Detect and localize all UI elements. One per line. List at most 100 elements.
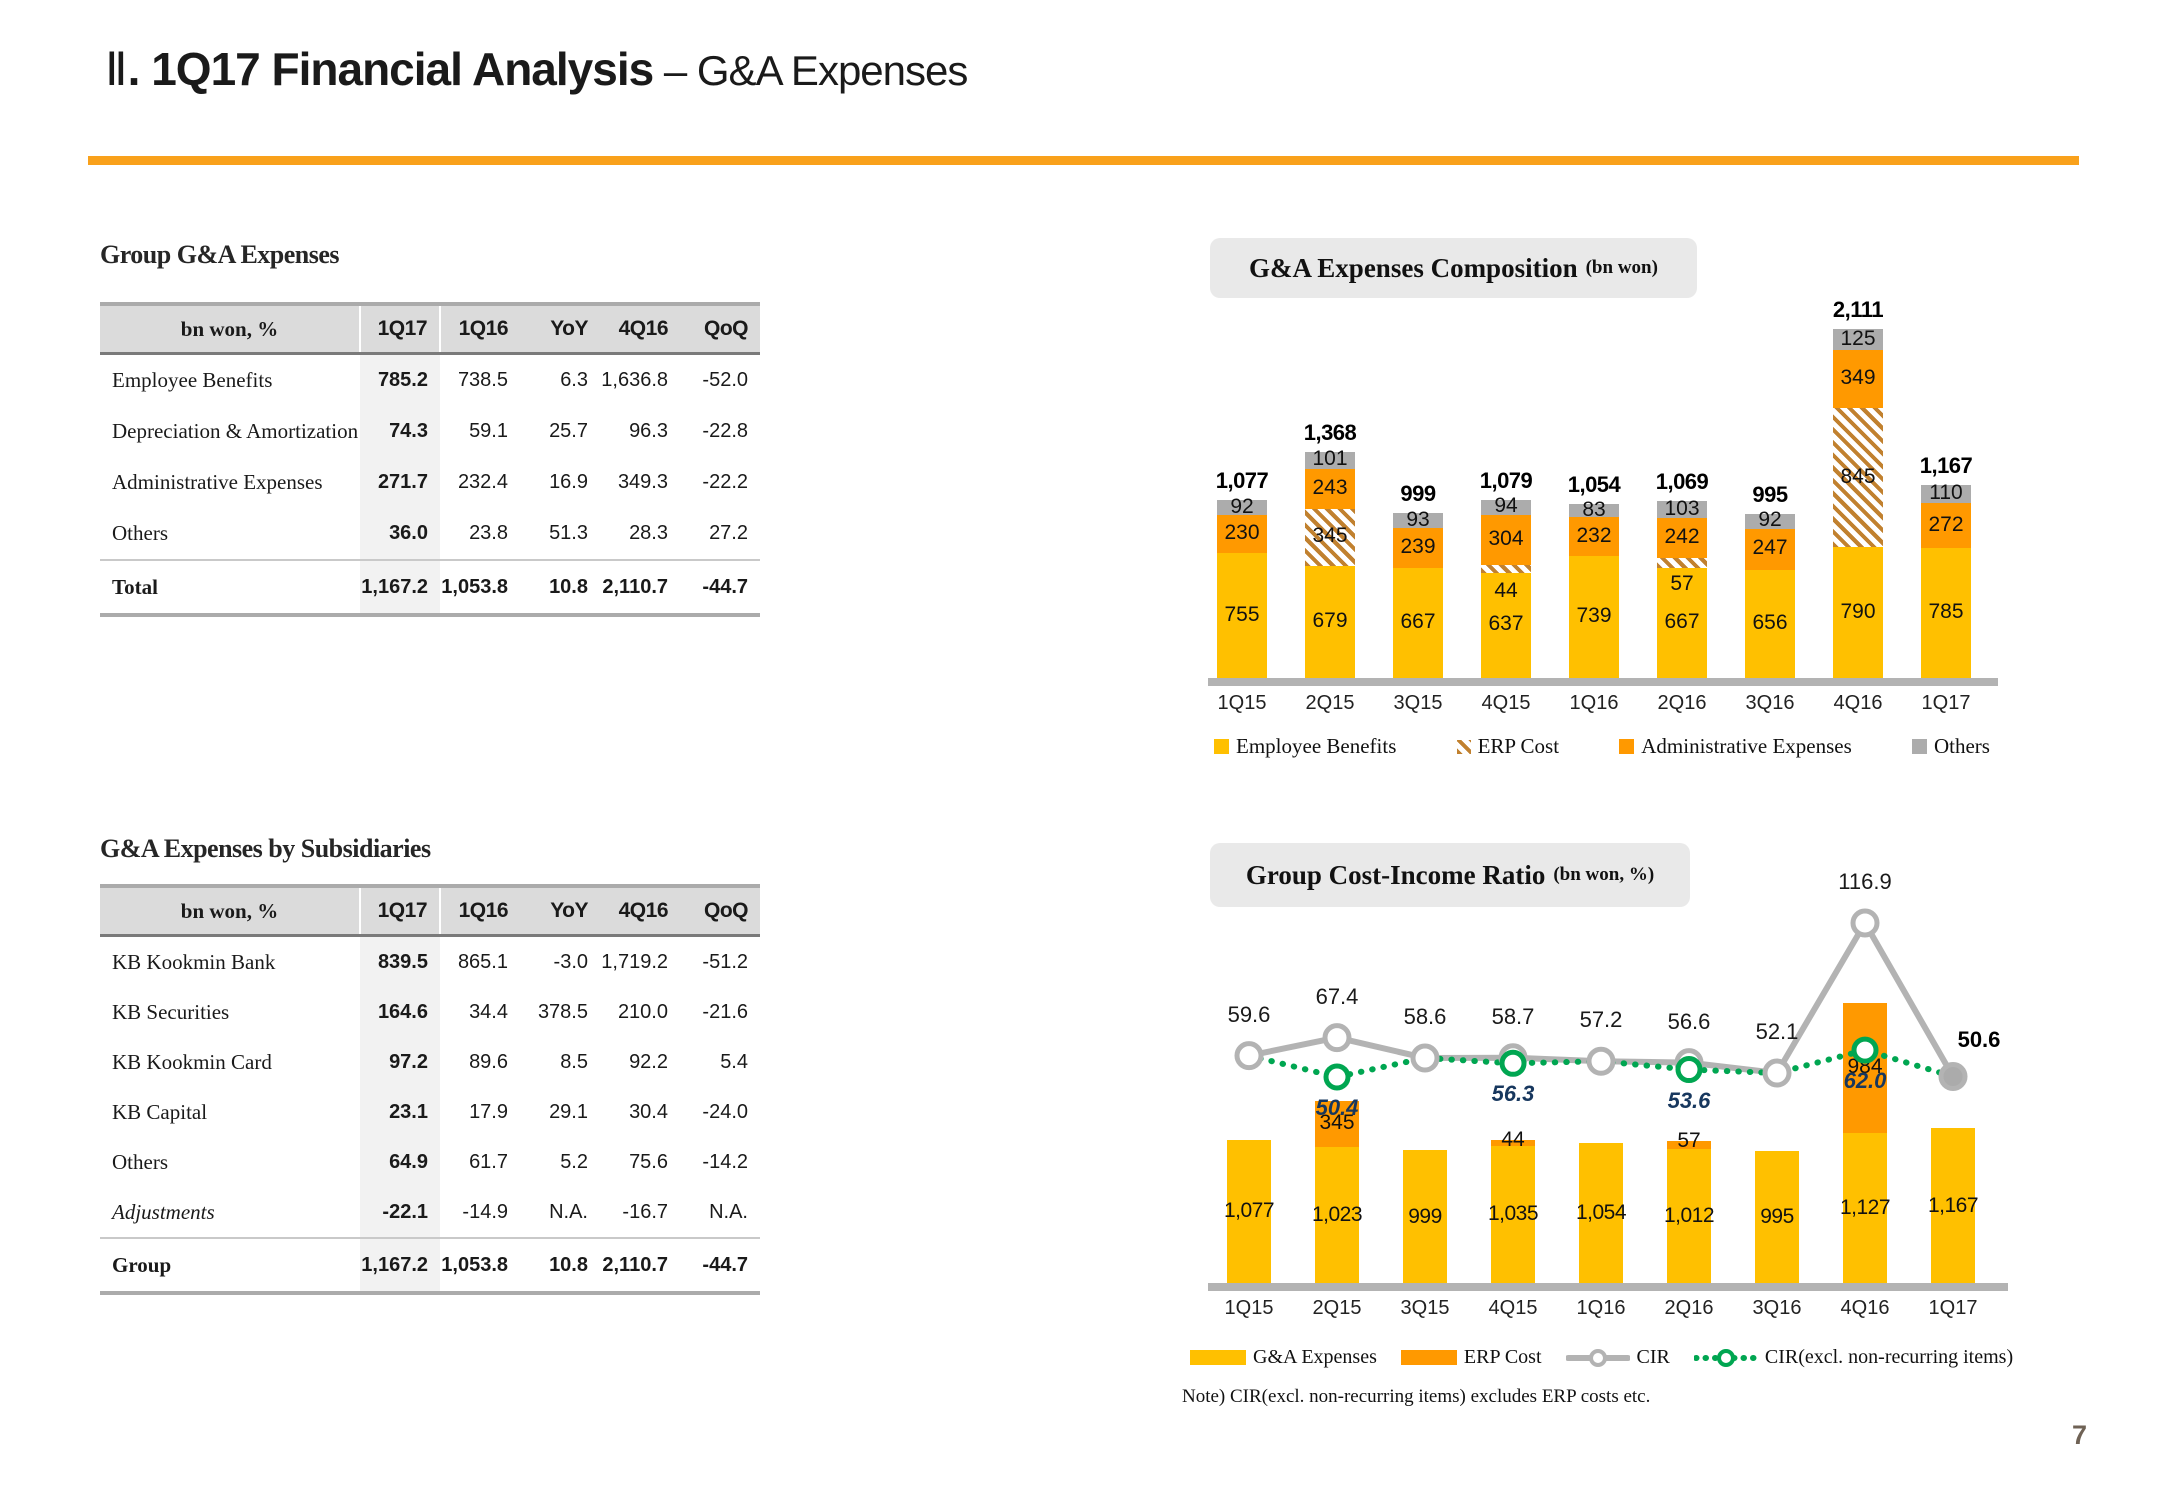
bar-segment-administrative-expenses (1921, 503, 1971, 549)
bar-segment-others (1569, 503, 1619, 518)
cir-excl-marker (1323, 1063, 1351, 1091)
x-tick-label: 3Q16 (1752, 1297, 1802, 1319)
column-header: YoY (520, 886, 600, 937)
group-gna-expenses-table: bn won, % 1Q17 1Q16 YoY 4Q16 QoQ Employee Bene… (100, 302, 760, 617)
title-suffix: – G&A Expenses (653, 47, 969, 94)
table-row: Others 64.9 61.7 5.2 75.6 -14.2 (100, 1137, 760, 1187)
column-header: QoQ (680, 304, 760, 355)
row-label: KB Securities (112, 999, 230, 1024)
gna-expenses-by-subsidiaries-table: bn won, % 1Q17 1Q16 YoY 4Q16 QoQ KB Kookmin Ba… (100, 884, 760, 1295)
bar-segment-label: 243 (1312, 475, 1348, 499)
bar-segment-administrative-expenses (1393, 528, 1443, 568)
x-tick-label: 1Q15 (1217, 692, 1267, 714)
bar-segment-label: 92 (1758, 508, 1782, 532)
legend-item-erp-cost: ERP Cost (1400, 1346, 1542, 1369)
legend-label: Employee Benefits (1236, 734, 1397, 758)
cir-marker (1938, 1062, 1968, 1092)
bar-label-gna: 1,023 (1311, 1203, 1363, 1227)
legend-label: ERP Cost (1477, 734, 1560, 758)
column-header: 4Q16 (600, 304, 680, 355)
column-header: QoQ (680, 886, 760, 937)
bar-segment-administrative-expenses (1481, 515, 1531, 566)
legend-label: Others (1933, 734, 1990, 758)
table-row: Administrative Expenses 271.7 232.4 16.9 349… (100, 457, 760, 508)
table-row: Others 36.0 23.8 51.3 28.3 27.2 (100, 508, 760, 560)
cell: 30.4 (629, 1100, 668, 1123)
bar-segment-employee-benefits (1393, 567, 1443, 678)
erp-cost-swatch-icon (1400, 1350, 1457, 1365)
cir-marker (1234, 1041, 1264, 1071)
bar-total-label: 1,054 (1567, 471, 1621, 497)
cell: 271.7 (360, 457, 440, 508)
bar-label-erp: 57 (1677, 1129, 1701, 1153)
composition-chart: 755 230 92 1,077 1Q15 679 345 243 101 1,368 2Q15 66… (1208, 280, 1998, 760)
cell: 1,167.2 (360, 1237, 440, 1293)
bar-segment-others (1745, 513, 1795, 529)
cell: 97.2 (360, 1037, 440, 1087)
bar-segment-label: 230 (1224, 521, 1260, 545)
cir-marker (1762, 1058, 1792, 1088)
bar-segment-label: 239 (1400, 534, 1436, 558)
table2-title: G&A Expenses by Subsidiaries (100, 834, 431, 863)
bar-segment-label: 785 (1928, 600, 1964, 624)
cell: 378.5 (537, 1000, 588, 1023)
cir-excl-value-label: 56.3 (1491, 1081, 1535, 1107)
x-tick-label: 1Q15 (1224, 1297, 1274, 1319)
bar-segment-others (1393, 512, 1443, 529)
table-row: Depreciation & Amortization 74.3 59.1 25.7 9… (100, 406, 760, 457)
column-header: 1Q16 (440, 886, 520, 937)
cell: 210.0 (617, 1000, 668, 1023)
legend-label: CIR(excl. non-recurring items) (1764, 1346, 2014, 1368)
bar-total-label: 1,077 (1215, 467, 1269, 493)
bar-label-gna: 1,035 (1487, 1202, 1539, 1226)
bar-segment-others (1657, 501, 1707, 519)
cir-excl-value-label: 53.6 (1667, 1087, 1711, 1113)
bar-segment-label: 247 (1752, 536, 1788, 560)
bar-label-erp: 345 (1319, 1111, 1355, 1135)
row-label: Group (100, 1237, 360, 1293)
x-tick-label: 4Q15 (1488, 1297, 1538, 1319)
legend-label: G&A Expenses (1253, 1346, 1377, 1368)
bar-segment-label: 110 (1929, 481, 1963, 505)
row-label: Total (100, 559, 360, 615)
bar-segment-label: 272 (1928, 512, 1964, 536)
cell: -52.0 (702, 369, 748, 391)
cell: 64.9 (360, 1137, 440, 1187)
cell: 59.1 (469, 420, 508, 442)
cir-value-label: 67.4 (1315, 983, 1359, 1009)
composition-chart-title: G&A Expenses Composition (1249, 252, 1578, 283)
legend-label: Administrative Expenses (1641, 734, 1852, 758)
title-rule (88, 156, 2079, 165)
bar-segment-label: 93 (1406, 507, 1430, 531)
bar-segment-gna-expenses (1403, 1150, 1447, 1283)
cell: 5.2 (560, 1150, 588, 1173)
bar-segment-administrative-expenses (1745, 528, 1795, 570)
cell: 61.7 (469, 1150, 508, 1173)
bar-segment-administrative-expenses (1657, 518, 1707, 559)
bar-label-gna: 995 (1760, 1204, 1794, 1228)
table1-title: Group G&A Expenses (100, 240, 340, 269)
bar-label-gna: 1,012 (1663, 1203, 1715, 1227)
bar-segment-label: 94 (1494, 494, 1518, 518)
bar-segment-others (1217, 499, 1267, 516)
bar-segment-employee-benefits (1217, 553, 1267, 678)
cell: 10.8 (520, 1237, 600, 1293)
cell: -14.2 (702, 1150, 748, 1173)
page-number: 7 (2072, 1420, 2088, 1450)
bar-label-erp: 984 (1847, 1054, 1883, 1078)
bar-segment-label: 242 (1664, 525, 1700, 549)
bar-segment-label: 232 (1576, 523, 1612, 547)
cell: -44.7 (680, 559, 760, 615)
bar-label-gna: 1,054 (1575, 1201, 1627, 1224)
cell: -44.7 (680, 1237, 760, 1293)
x-tick-label: 1Q16 (1576, 1297, 1626, 1319)
bar-segment-others (1481, 499, 1531, 516)
cir-chart-legend: G&A Expenses ERP Cost CIR CIR(excl. non-rec… (1190, 1346, 2080, 1369)
cell: 27.2 (709, 522, 748, 544)
table-header-row: bn won, % 1Q17 1Q16 YoY 4Q16 QoQ (100, 886, 760, 937)
cell: 23.1 (360, 1087, 440, 1137)
cir-excl-line-icon (1693, 1348, 1758, 1367)
bar-segment-label: 83 (1582, 497, 1606, 521)
bar-segment-label: 125 (1840, 326, 1876, 350)
cir-chart-title: Group Cost-Income Ratio (1245, 859, 1546, 890)
